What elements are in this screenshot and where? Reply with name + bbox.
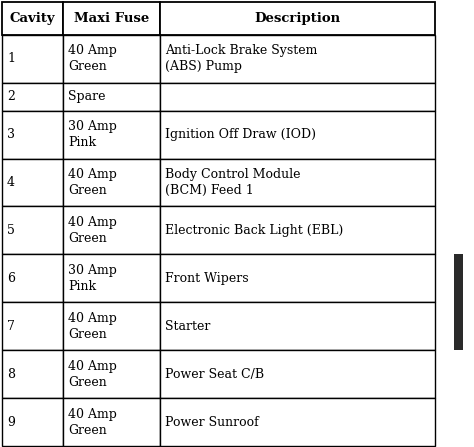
Bar (2, 110, 63, 159)
Bar (63, 83, 160, 110)
Bar (160, 35, 435, 83)
Text: 40 Amp
Green: 40 Amp Green (68, 44, 117, 73)
Bar (2, 35, 63, 83)
Bar (63, 35, 160, 83)
Text: Front Wipers: Front Wipers (165, 272, 248, 285)
Text: 40 Amp
Green: 40 Amp Green (68, 312, 117, 341)
Text: 3: 3 (7, 128, 15, 141)
Text: Body Control Module
(BCM) Feed 1: Body Control Module (BCM) Feed 1 (165, 168, 300, 197)
Text: 40 Amp
Green: 40 Amp Green (68, 360, 117, 389)
Text: 8: 8 (7, 368, 15, 381)
Bar (160, 302, 435, 350)
Bar (160, 254, 435, 302)
Text: 9: 9 (7, 416, 15, 429)
Text: Power Seat C/B: Power Seat C/B (165, 368, 264, 381)
Text: 40 Amp
Green: 40 Amp Green (68, 168, 117, 197)
Bar (63, 302, 160, 350)
Bar (63, 110, 160, 159)
Text: Power Sunroof: Power Sunroof (165, 416, 258, 429)
Text: Electronic Back Light (EBL): Electronic Back Light (EBL) (165, 224, 343, 237)
Bar (160, 398, 435, 446)
Text: 40 Amp
Green: 40 Amp Green (68, 216, 117, 245)
Text: 1: 1 (7, 52, 15, 65)
Bar (160, 159, 435, 207)
Bar (160, 350, 435, 398)
Bar (63, 2, 160, 35)
Bar (160, 2, 435, 35)
Text: 30 Amp
Pink: 30 Amp Pink (68, 264, 117, 293)
Bar (2, 207, 63, 254)
Text: 7: 7 (7, 320, 15, 333)
Bar (2, 302, 63, 350)
Bar (63, 159, 160, 207)
Text: 40 Amp
Green: 40 Amp Green (68, 408, 117, 437)
Bar (2, 2, 63, 35)
Bar (160, 83, 435, 110)
Bar (63, 350, 160, 398)
Bar (2, 398, 63, 446)
Text: Description: Description (254, 12, 340, 25)
Text: 30 Amp
Pink: 30 Amp Pink (68, 120, 117, 149)
Text: 6: 6 (7, 272, 15, 285)
Text: 5: 5 (7, 224, 15, 237)
Bar (2, 159, 63, 207)
Text: Maxi Fuse: Maxi Fuse (74, 12, 149, 25)
Text: Starter: Starter (165, 320, 210, 333)
Text: Ignition Off Draw (IOD): Ignition Off Draw (IOD) (165, 128, 316, 141)
Bar (63, 398, 160, 446)
Bar (2, 254, 63, 302)
Bar (63, 254, 160, 302)
Bar (63, 207, 160, 254)
Bar (160, 207, 435, 254)
Bar (160, 110, 435, 159)
Bar (2, 350, 63, 398)
Bar (454, 254, 463, 350)
Bar (2, 83, 63, 110)
Text: Cavity: Cavity (10, 12, 55, 25)
Text: Spare: Spare (68, 90, 105, 103)
Text: Anti-Lock Brake System
(ABS) Pump: Anti-Lock Brake System (ABS) Pump (165, 44, 317, 73)
Text: 2: 2 (7, 90, 15, 103)
Text: 4: 4 (7, 176, 15, 189)
